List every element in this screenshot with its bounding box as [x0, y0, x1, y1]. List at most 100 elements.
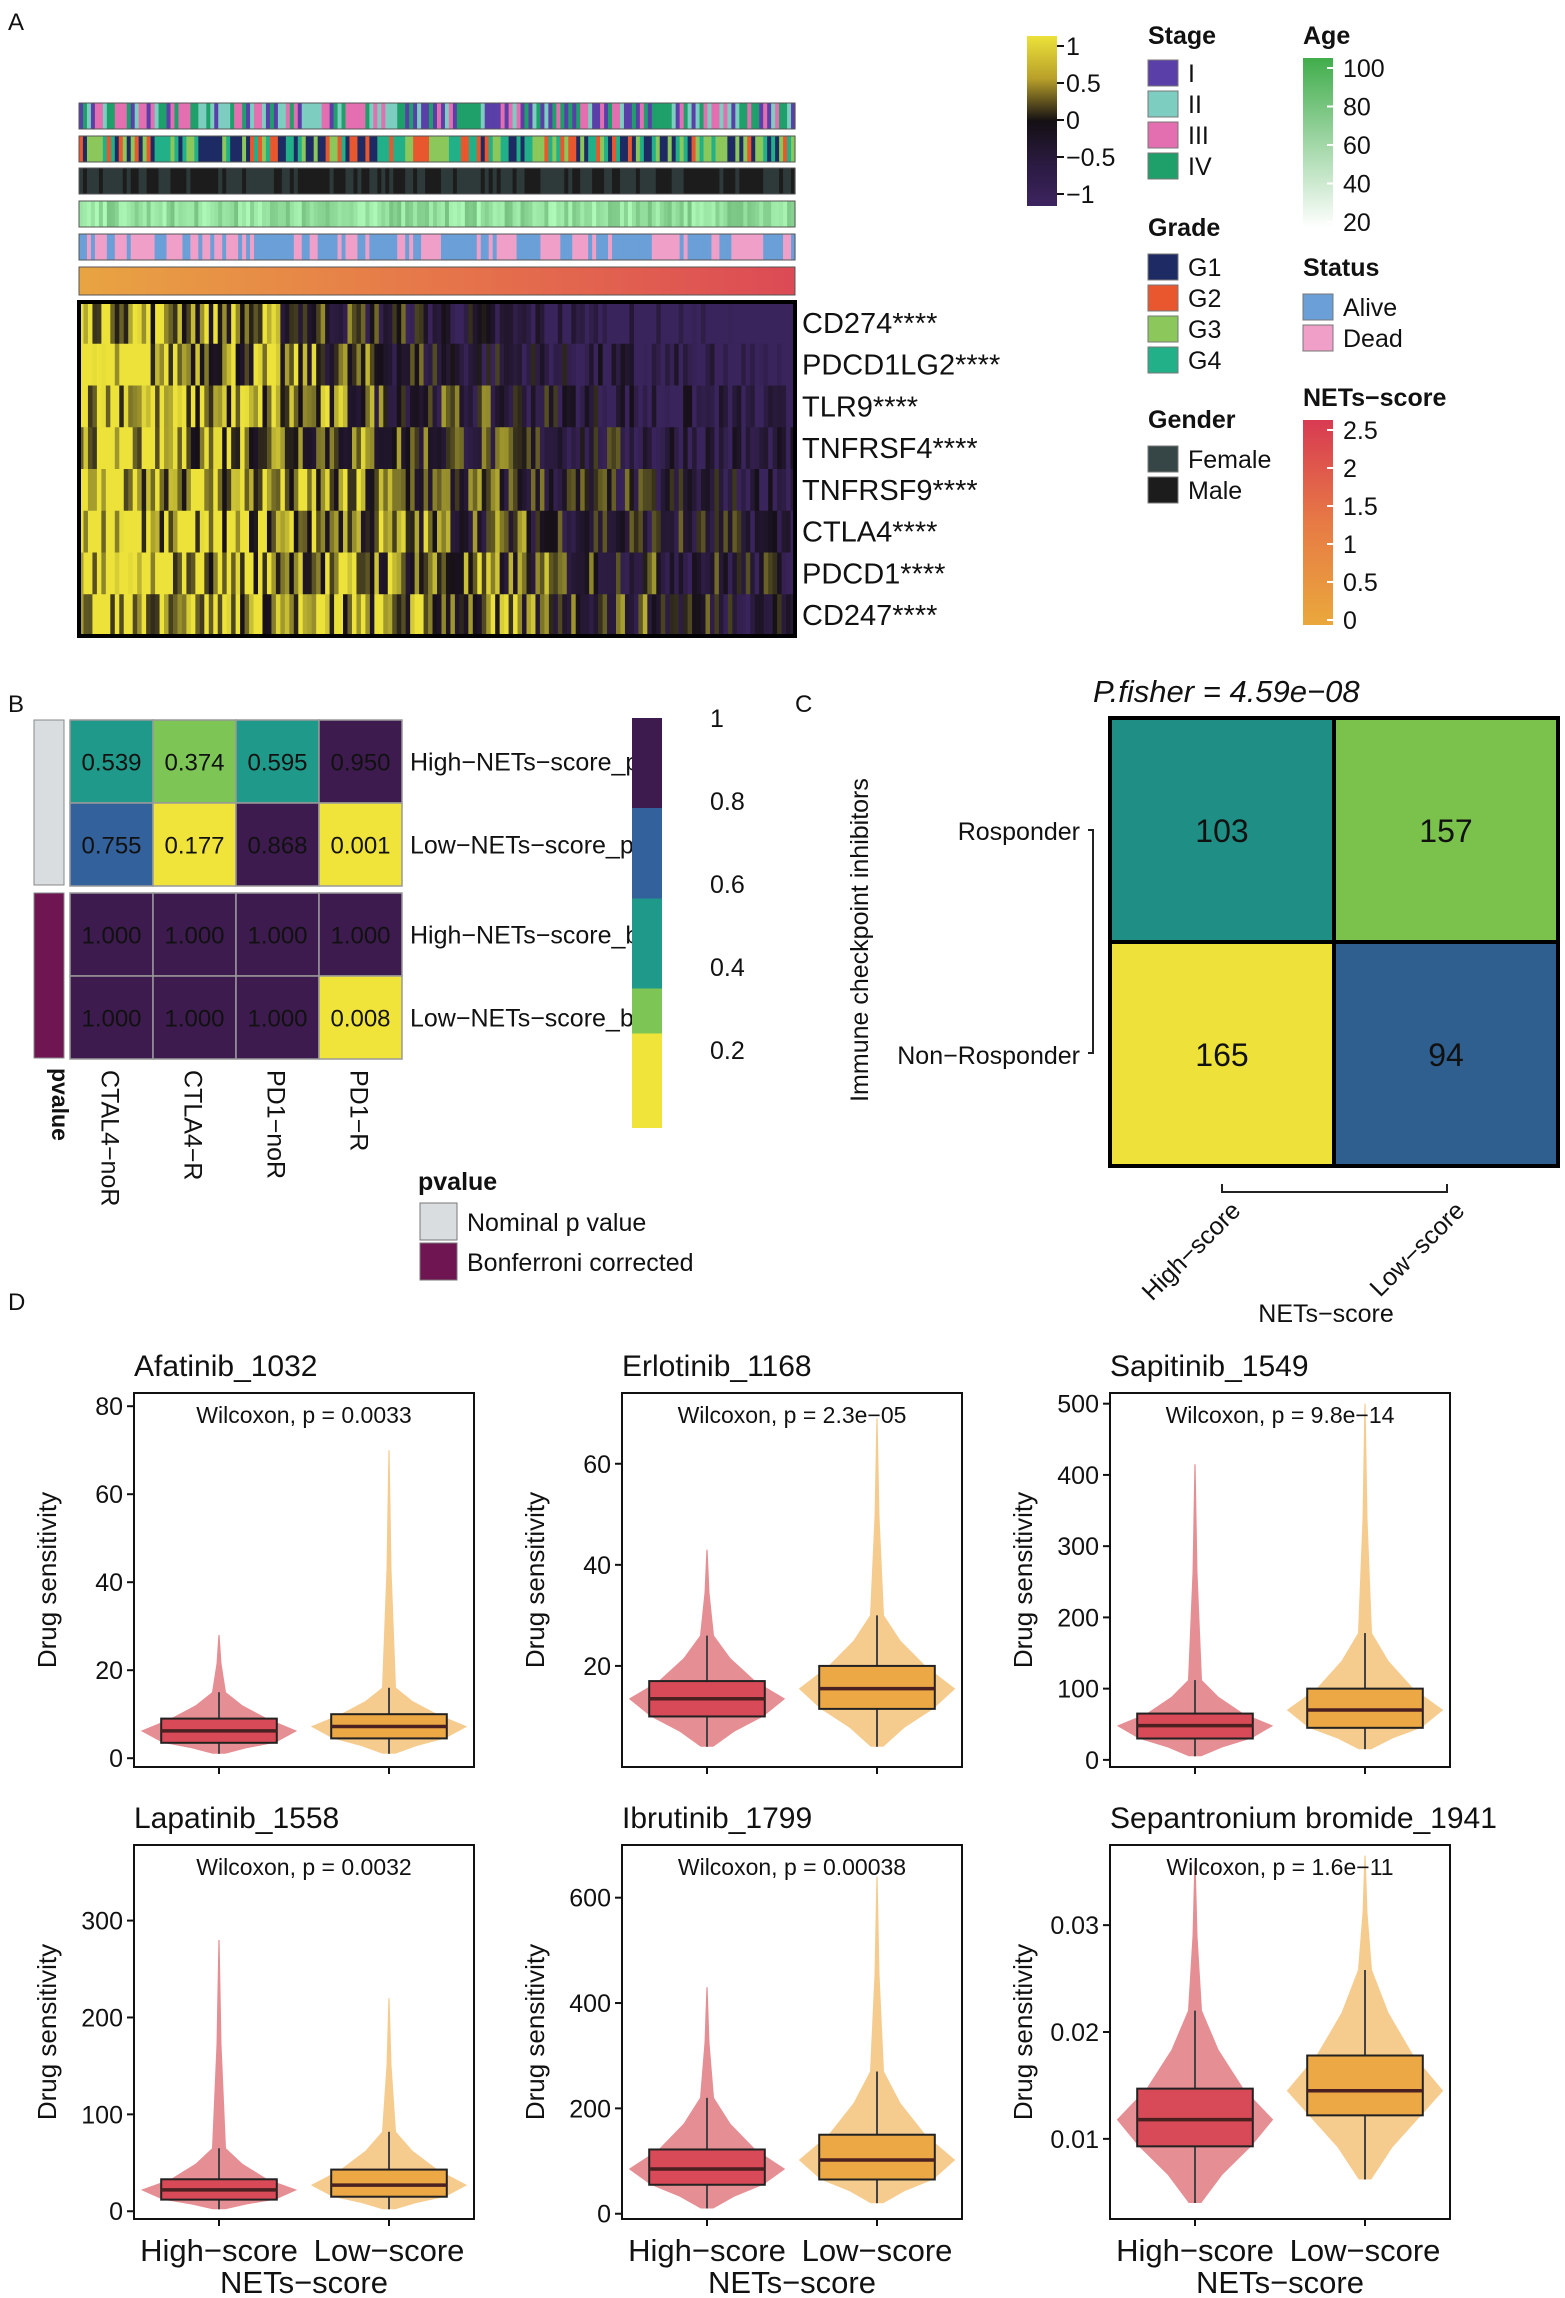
y-tick-label: 0.03 [1050, 1912, 1099, 1940]
plot-frame [133, 1392, 475, 1768]
wilcoxon-stat: Wilcoxon, p = 2.3e−05 [678, 1402, 907, 1428]
pvalue-cell-label: 0.755 [81, 833, 141, 860]
pvalue-cell-label: 0.374 [164, 750, 224, 777]
panel-c-contingency: P.fisher = 4.59e−08 103 157 165 94 Rosponde… [846, 674, 1560, 1328]
gene-label: CTLA4**** [802, 517, 937, 549]
violin-shape [140, 1939, 298, 2210]
row-label: Low−NETs−score_b [410, 1005, 634, 1033]
contingency-cell [1332, 940, 1560, 1168]
expression-colorbar: 1 0.5 0 −0.5 −1 [1027, 33, 1115, 209]
y-tick-label: 0 [597, 2201, 611, 2229]
pvalue-legend-swatch [419, 1202, 458, 1241]
y-tick-label: 60 [95, 1481, 123, 1509]
violin-shape [310, 1450, 468, 1754]
age-tick-label: 100 [1343, 55, 1385, 83]
colorbar-tick-label: 0.6 [710, 871, 745, 899]
grade-swatch [1147, 284, 1179, 312]
pvalue-cell-label: 1.000 [164, 923, 224, 950]
box [1136, 2087, 1254, 2148]
nets-score-legend-gradient [1303, 420, 1333, 625]
expression-tick-label: −1 [1066, 181, 1095, 209]
box [1306, 1687, 1424, 1729]
status-swatch [1302, 324, 1334, 352]
panel-a-heatmap: CD274**** PDCD1LG2**** TLR9**** TNFRSF4****… [77, 22, 1446, 638]
y-tick-label: 200 [569, 2095, 611, 2123]
age-tick-label: 40 [1343, 171, 1371, 199]
grade-legend-title: Grade [1148, 214, 1220, 242]
status-legend-label: Dead [1343, 325, 1403, 353]
stage-swatch [1147, 90, 1179, 118]
grade-legend-label: G3 [1188, 316, 1221, 344]
gene-label: PDCD1LG2**** [802, 350, 1000, 382]
expression-colorbar-ticks: 1 0.5 0 −0.5 −1 [1057, 33, 1115, 209]
pvalue-cell [235, 892, 320, 977]
gene-label: TNFRSF4**** [802, 433, 978, 465]
gene-label: TLR9**** [802, 391, 918, 423]
violin-shape [798, 1418, 956, 1747]
row-labels: Rosponder Non−Rosponder [897, 818, 1080, 1070]
row-label: High−NETs−score_p [410, 749, 639, 777]
gene-label: CD247**** [802, 600, 937, 632]
pvalue-cell-label: 0.595 [247, 750, 307, 777]
panel-letter-b: B [8, 691, 24, 718]
fisher-title: P.fisher = 4.59e−08 [1093, 674, 1360, 709]
pvalue-cell-label: 0.950 [330, 750, 390, 777]
expression-colorbar-gradient [1027, 36, 1057, 206]
x-tick-label: Low−score [802, 2233, 953, 2268]
pvalue-cell [235, 802, 320, 887]
plot-frame [621, 1392, 963, 1768]
y-tick-label: 40 [95, 1569, 123, 1597]
violin-shape [1116, 1464, 1274, 1757]
contingency-cell-label: 103 [1195, 813, 1248, 849]
pvalue-colorbar-ticks: 1 0.8 0.6 0.4 0.2 [710, 705, 745, 1065]
y-axis-label: Immune checkpoint inhibitors [846, 778, 874, 1102]
pvalue-legend-label: Nominal p value [467, 1209, 646, 1237]
pvalue-cell-label: 1.000 [81, 923, 141, 950]
box [330, 2168, 448, 2198]
box [648, 2148, 766, 2186]
column-label: PD1−noR [262, 1070, 290, 1179]
status-swatch [1302, 293, 1334, 321]
pvalue-cell-label: 1.000 [330, 923, 390, 950]
pvalue-cell [318, 802, 403, 887]
fisher-title-value: 4.59e−08 [1229, 674, 1360, 709]
x-tick-label: High−score [140, 2233, 298, 2268]
pvalue-cell-label: 0.868 [247, 833, 307, 860]
stage-legend-label: I [1188, 60, 1195, 88]
pvalue-cell-label: 0.001 [330, 833, 390, 860]
x-axis-label: NETs−score [220, 2265, 388, 2298]
stage-legend-label: II [1188, 91, 1202, 119]
contingency-cell-label: 165 [1195, 1037, 1248, 1073]
contingency-cell-label: 157 [1419, 813, 1472, 849]
row-label: High−NETs−score_b [410, 922, 639, 950]
wilcoxon-stat: Wilcoxon, p = 1.6e−11 [1166, 1854, 1393, 1880]
pvalue-cell [69, 975, 154, 1060]
y-tick-label: 100 [1057, 1676, 1099, 1704]
gender-legend: Gender Female Male [1147, 406, 1271, 505]
y-tick-label: 400 [1057, 1462, 1099, 1490]
y-tick-label: 300 [1057, 1533, 1099, 1561]
column-label: CTLA4−R [179, 1070, 207, 1180]
panel-d-violins: Afatinib_1032 Wilcoxon, p = 0.0033 0 20 40 60… [32, 1350, 1497, 2298]
gender-legend-label: Male [1188, 477, 1242, 505]
gene-labels: CD274**** PDCD1LG2**** TLR9**** TNFRSF4****… [802, 308, 1000, 632]
pvalue-cell [69, 892, 154, 977]
panel-b-heatmap: pvalue 0.539 0.374 0.595 0.950 0.755 0.177 0.8… [33, 705, 745, 1281]
status-legend-title: Status [1303, 254, 1379, 282]
stage-legend-title: Stage [1148, 22, 1216, 50]
plot-frame [1109, 1392, 1451, 1768]
pvalue-cell-label: 1.000 [164, 1006, 224, 1033]
gender-legend-title: Gender [1148, 406, 1236, 434]
pvalue-cell [318, 975, 403, 1060]
bonferroni-annotation [33, 892, 65, 1059]
plot-frame [621, 1844, 963, 2220]
y-tick-label: 0 [1085, 1747, 1099, 1775]
drug-title: Erlotinib_1168 [622, 1350, 812, 1383]
y-axis-label: Drug sensitivity [1008, 1944, 1038, 2120]
violin-shape [798, 1876, 956, 2204]
x-tick-label: Low−score [1290, 2233, 1441, 2268]
contingency-cell [1108, 940, 1336, 1168]
stage-swatch [1147, 121, 1179, 149]
